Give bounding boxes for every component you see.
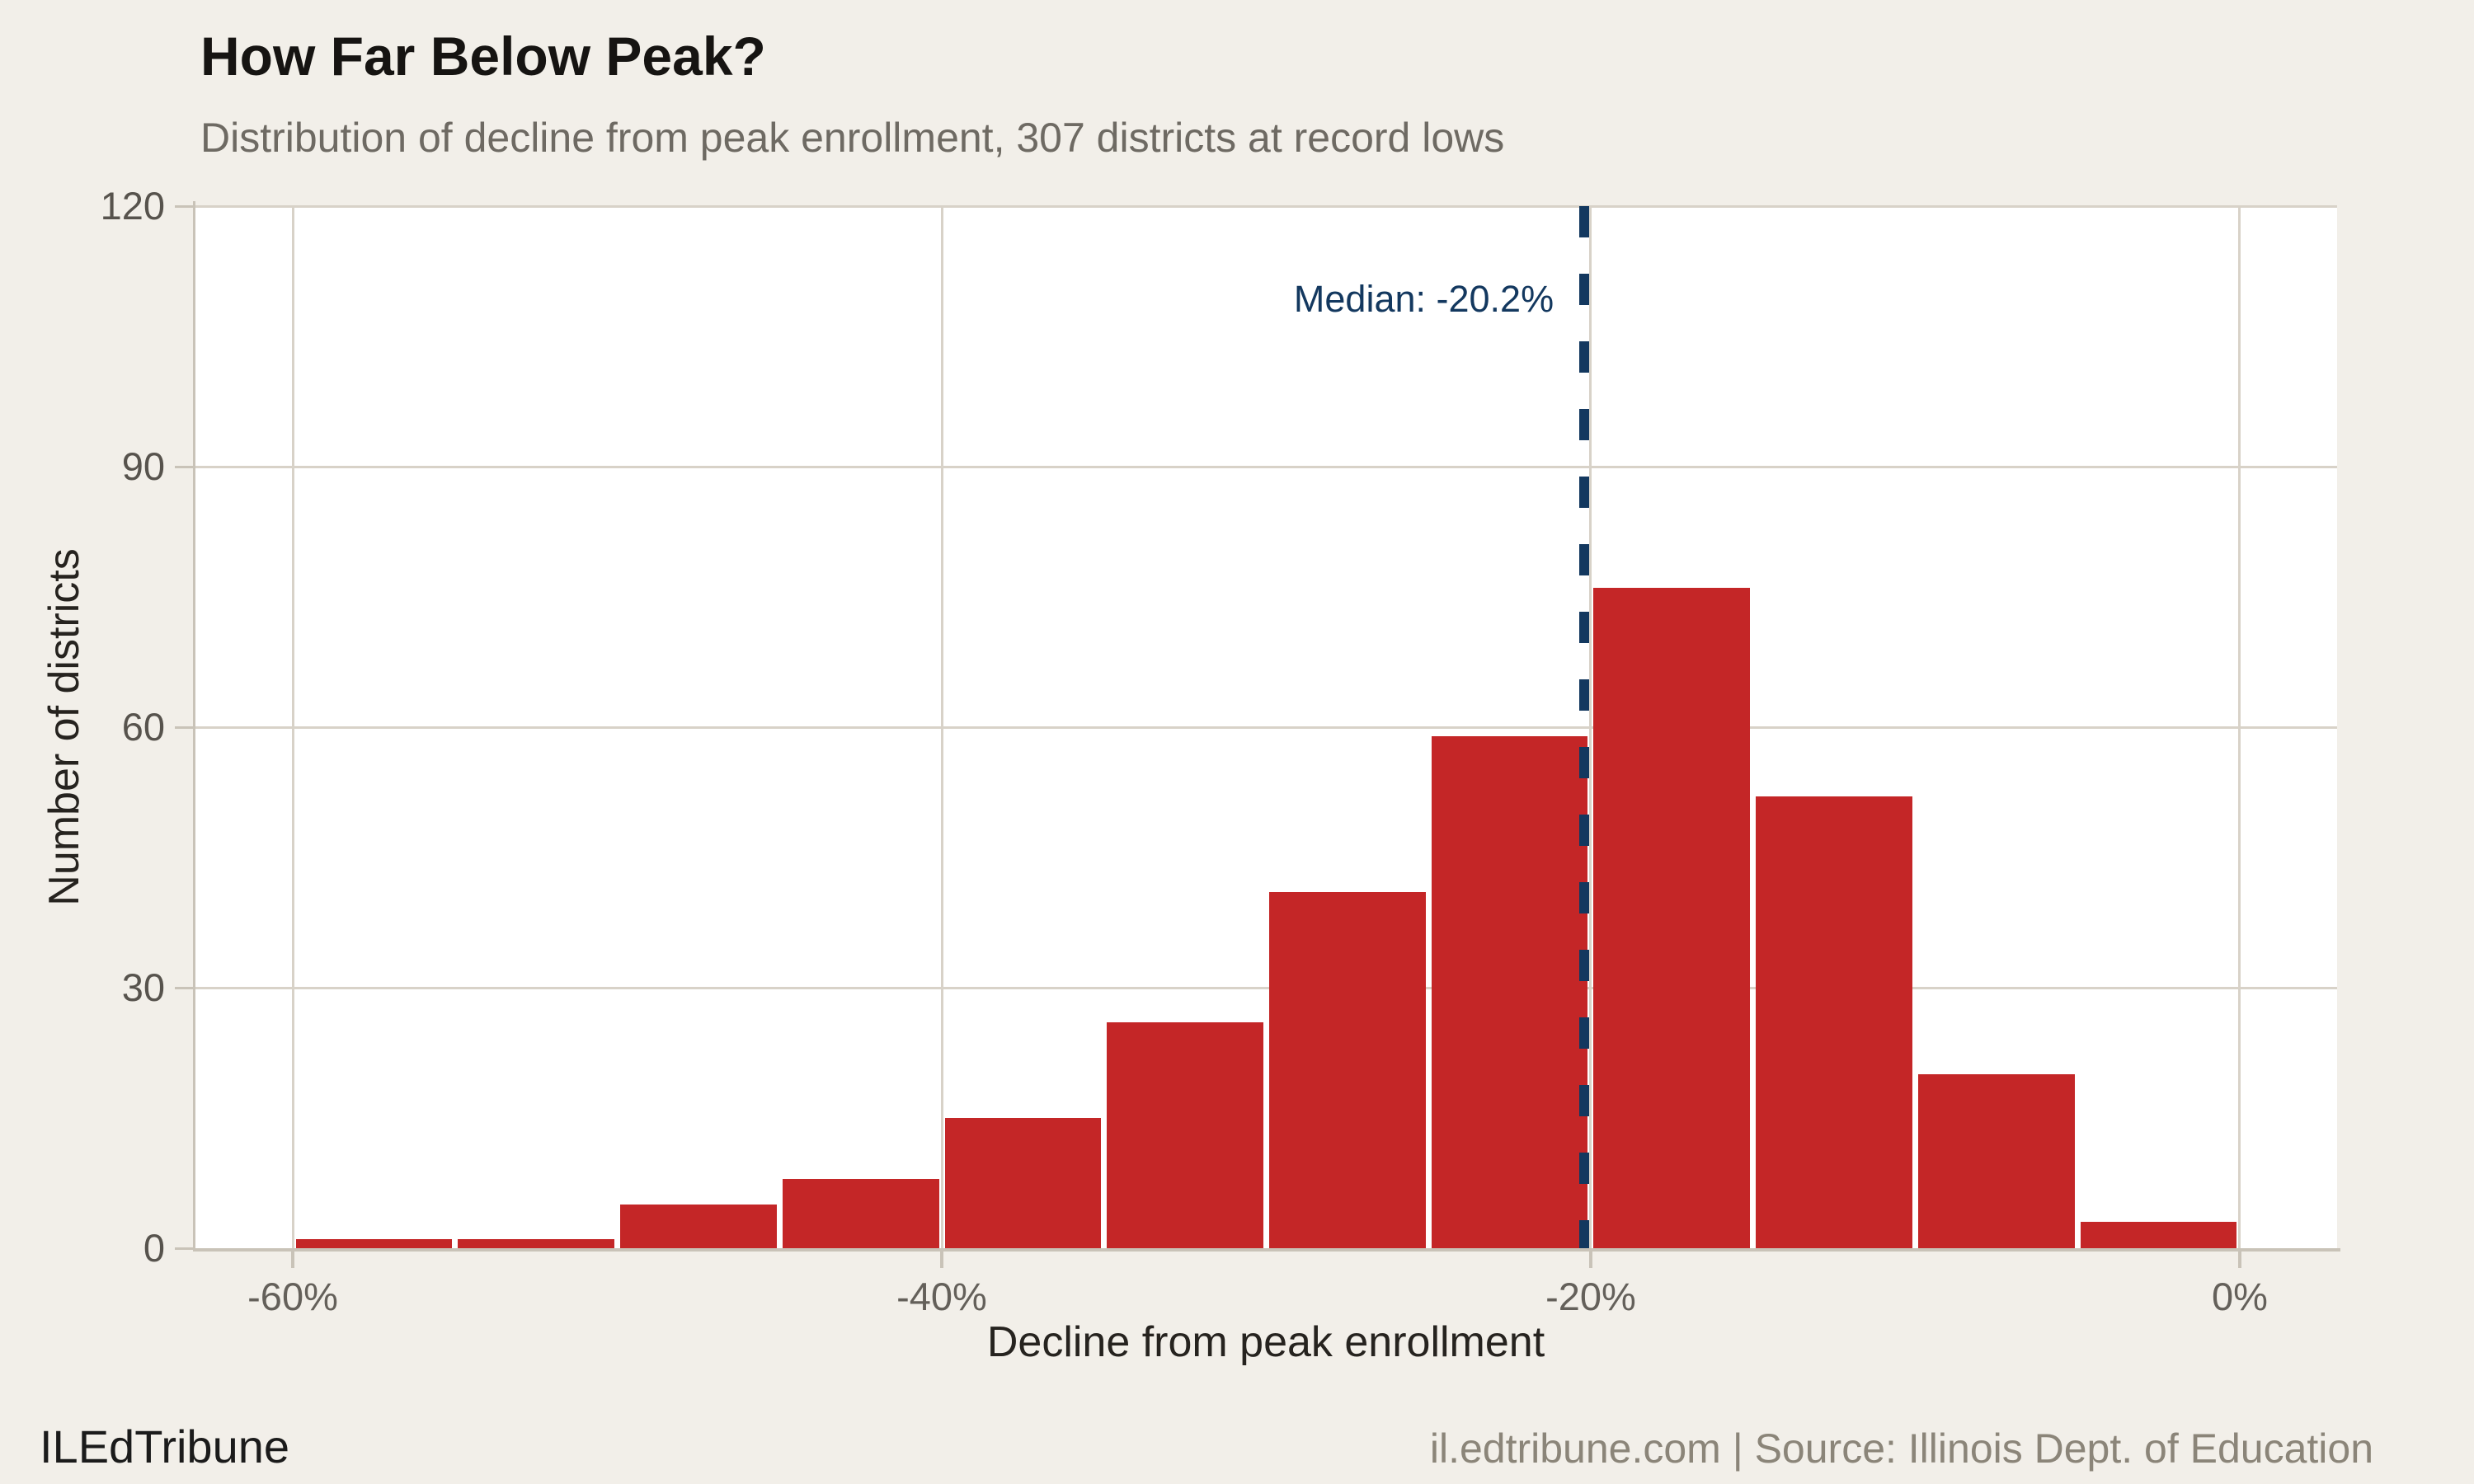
x-tick--20 [1588, 1252, 1592, 1268]
bar--10-to--5 [1917, 1074, 2075, 1248]
y-tick-label-0: 0 [143, 1226, 165, 1270]
bar--35-to--30 [1107, 1022, 1263, 1248]
y-tick-60 [175, 726, 193, 729]
bar--15-to--10 [1756, 796, 1912, 1248]
gridline-x--40 [940, 206, 943, 1248]
bar--25-to--20 [1431, 735, 1588, 1248]
source-credit: il.edtribune.com | Source: Illinois Dept… [1429, 1425, 2373, 1472]
x-axis-title: Decline from peak enrollment [986, 1318, 1545, 1366]
x-axis-line [195, 1248, 2340, 1252]
y-tick-label-60: 60 [121, 705, 165, 749]
plot-panel [195, 204, 2337, 1248]
bar--20-to--15 [1593, 588, 1751, 1248]
y-tick-0 [175, 1247, 193, 1250]
x-tick-label-0: 0% [2211, 1275, 2268, 1318]
chart-subtitle: Distribution of decline from peak enroll… [200, 115, 1505, 161]
brand-logo: ILEdTribune [40, 1421, 289, 1472]
gridline-x--20 [1589, 206, 1592, 1248]
x-tick-label--40: -40% [896, 1275, 987, 1318]
y-axis-line [193, 201, 195, 1252]
bar--55-to--50 [458, 1239, 615, 1248]
bar--50-to--45 [620, 1205, 777, 1248]
gridline-y-90 [195, 465, 2337, 468]
gridline-y-120 [195, 204, 2337, 208]
gridline-x--60 [291, 206, 294, 1248]
y-tick-90 [175, 465, 193, 468]
gridline-y-60 [195, 726, 2337, 729]
gridline-x-0 [2238, 206, 2241, 1248]
x-tick-label--60: -60% [247, 1275, 338, 1318]
bar--5-to-0 [2080, 1222, 2237, 1248]
bar--40-to--35 [944, 1118, 1102, 1248]
x-tick--60 [291, 1252, 295, 1268]
y-tick-30 [175, 986, 193, 989]
gridline-y-30 [195, 986, 2337, 989]
x-tick-label--20: -20% [1545, 1275, 1636, 1318]
median-line [1579, 206, 1590, 1248]
chart-title: How Far Below Peak? [200, 26, 766, 87]
bar--45-to--40 [782, 1178, 939, 1248]
y-tick-120 [175, 204, 193, 208]
y-tick-label-30: 30 [121, 965, 165, 1009]
y-tick-label-90: 90 [121, 444, 165, 488]
median-label: Median: -20.2% [1293, 278, 1554, 320]
x-tick-0 [2237, 1252, 2241, 1268]
bar--60-to--55 [295, 1239, 453, 1248]
y-tick-label-120: 120 [100, 184, 165, 228]
bar--30-to--25 [1269, 892, 1426, 1248]
x-tick--40 [940, 1252, 943, 1268]
